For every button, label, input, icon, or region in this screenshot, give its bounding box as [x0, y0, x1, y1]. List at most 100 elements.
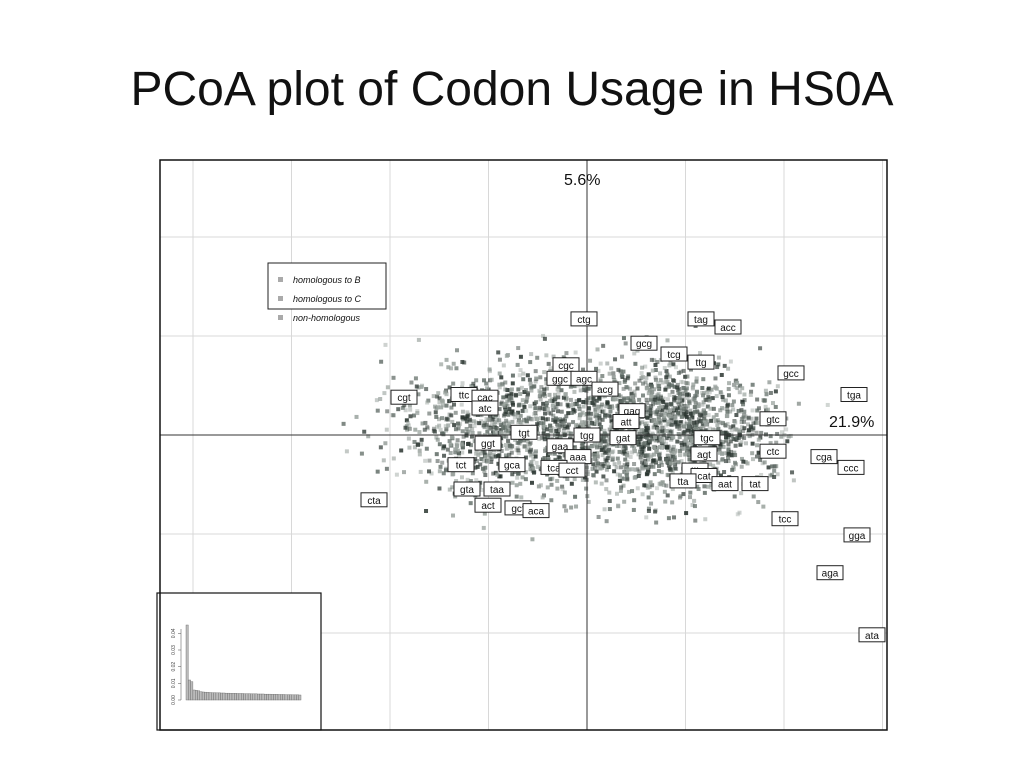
data-point: [496, 461, 501, 466]
data-point: [621, 476, 626, 481]
data-point: [468, 449, 473, 454]
data-point: [671, 435, 676, 440]
codon-label-text: agc: [576, 374, 592, 385]
data-point: [542, 407, 547, 412]
data-point: [519, 495, 524, 500]
codon-label-text: ttc: [459, 391, 470, 402]
data-point: [591, 473, 596, 478]
data-point: [497, 371, 502, 376]
data-point: [528, 453, 533, 458]
codon-label-text: gcg: [636, 339, 652, 350]
data-point: [486, 459, 491, 464]
data-point: [516, 448, 521, 453]
data-point: [412, 413, 417, 418]
data-point: [658, 394, 663, 399]
data-point: [651, 425, 656, 430]
data-point: [504, 434, 509, 439]
data-point: [424, 509, 429, 514]
data-point: [499, 400, 504, 405]
data-point: [523, 455, 528, 460]
data-point: [666, 432, 671, 437]
data-point: [588, 358, 593, 363]
data-point: [768, 441, 773, 446]
data-point: [638, 437, 643, 442]
data-point: [645, 465, 650, 470]
data-point: [403, 408, 408, 413]
data-point: [577, 416, 582, 421]
data-point: [522, 444, 527, 449]
data-point: [665, 493, 670, 498]
data-point: [446, 365, 451, 370]
data-point: [545, 453, 550, 458]
data-point: [720, 406, 725, 411]
data-point: [605, 401, 610, 406]
data-point: [554, 428, 559, 433]
data-point: [645, 453, 650, 458]
data-point: [614, 428, 619, 433]
data-point: [664, 423, 669, 428]
data-point: [739, 440, 744, 445]
data-point: [625, 462, 630, 467]
data-point: [515, 414, 520, 419]
data-point: [407, 426, 412, 431]
data-point: [505, 388, 510, 393]
data-point: [659, 440, 664, 445]
data-point: [505, 403, 510, 408]
data-point: [528, 467, 533, 472]
codon-label-box: [693, 430, 721, 446]
data-point: [442, 453, 447, 458]
data-point: [724, 437, 729, 442]
eigenvalue-bar: [234, 693, 237, 701]
data-point: [643, 409, 648, 414]
data-point: [572, 389, 577, 394]
data-point: [775, 431, 780, 436]
data-point: [420, 383, 425, 388]
codon-label-text: aat: [718, 480, 732, 491]
data-point: [735, 386, 740, 391]
slide-title: PCoA plot of Codon Usage in HS0A: [130, 63, 894, 116]
eigenvalue-bar: [192, 689, 196, 701]
data-point: [707, 426, 712, 431]
data-point: [539, 421, 544, 426]
data-point: [559, 419, 564, 424]
data-point: [680, 398, 685, 403]
data-point: [689, 436, 694, 441]
data-point: [586, 499, 591, 504]
data-point: [503, 380, 508, 385]
data-point: [647, 446, 652, 451]
codon-label-text: att: [620, 418, 631, 429]
data-point: [465, 477, 470, 482]
data-point: [580, 423, 585, 428]
data-point: [719, 451, 724, 456]
data-point: [435, 405, 440, 410]
data-point: [705, 419, 710, 424]
data-point: [537, 394, 542, 399]
data-point: [755, 397, 760, 402]
data-point: [645, 405, 650, 410]
data-point: [467, 441, 472, 446]
data-point: [449, 366, 454, 371]
data-point: [737, 390, 742, 395]
codon-label-text: gtc: [766, 415, 779, 426]
data-point: [689, 427, 694, 432]
data-point: [748, 434, 753, 439]
data-point: [439, 405, 444, 410]
data-point: [596, 465, 601, 470]
data-point: [676, 406, 681, 411]
data-point: [688, 490, 693, 495]
data-point: [532, 470, 537, 475]
data-point: [669, 449, 674, 454]
data-point: [711, 463, 716, 468]
codon-label-text: gct: [511, 504, 525, 515]
data-point: [623, 457, 628, 462]
data-point: [555, 486, 560, 491]
data-point: [481, 525, 486, 530]
data-point: [640, 420, 645, 425]
data-point: [520, 475, 525, 480]
data-point: [518, 391, 523, 396]
data-point: [470, 471, 475, 476]
data-point: [681, 492, 686, 497]
data-point: [491, 430, 496, 435]
data-point: [667, 392, 672, 397]
data-point: [412, 439, 417, 444]
